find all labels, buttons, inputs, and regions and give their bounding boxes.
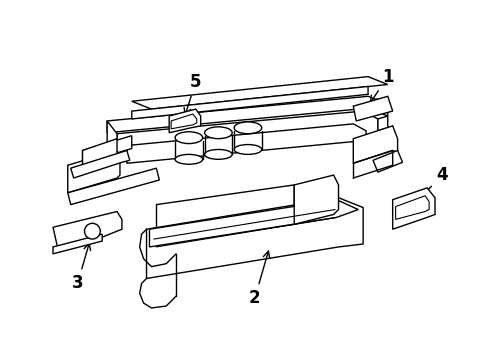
Polygon shape bbox=[53, 234, 102, 254]
Polygon shape bbox=[131, 86, 367, 119]
Ellipse shape bbox=[234, 122, 261, 134]
Polygon shape bbox=[372, 150, 402, 172]
Polygon shape bbox=[294, 175, 338, 224]
Polygon shape bbox=[392, 188, 434, 229]
Polygon shape bbox=[71, 150, 129, 178]
Polygon shape bbox=[107, 121, 117, 156]
Text: 3: 3 bbox=[72, 243, 90, 292]
Text: 2: 2 bbox=[248, 251, 269, 307]
Polygon shape bbox=[53, 212, 122, 249]
Ellipse shape bbox=[204, 127, 232, 139]
Polygon shape bbox=[146, 198, 363, 278]
Polygon shape bbox=[352, 126, 397, 163]
Polygon shape bbox=[171, 114, 196, 129]
Ellipse shape bbox=[175, 132, 202, 144]
Ellipse shape bbox=[234, 145, 261, 154]
Ellipse shape bbox=[204, 149, 232, 159]
Polygon shape bbox=[149, 200, 358, 247]
Ellipse shape bbox=[175, 154, 202, 164]
Text: 5: 5 bbox=[183, 73, 201, 115]
Polygon shape bbox=[82, 136, 131, 163]
Polygon shape bbox=[107, 96, 387, 133]
Circle shape bbox=[84, 223, 100, 239]
Polygon shape bbox=[169, 109, 200, 133]
Polygon shape bbox=[117, 111, 377, 156]
Polygon shape bbox=[126, 124, 366, 163]
Text: 4: 4 bbox=[414, 166, 447, 203]
Polygon shape bbox=[107, 143, 117, 163]
Polygon shape bbox=[82, 139, 117, 172]
Polygon shape bbox=[68, 150, 120, 193]
Polygon shape bbox=[395, 196, 428, 219]
Polygon shape bbox=[377, 116, 387, 131]
Polygon shape bbox=[352, 96, 392, 121]
Polygon shape bbox=[131, 77, 387, 109]
Polygon shape bbox=[68, 168, 159, 204]
Text: 1: 1 bbox=[370, 68, 393, 103]
